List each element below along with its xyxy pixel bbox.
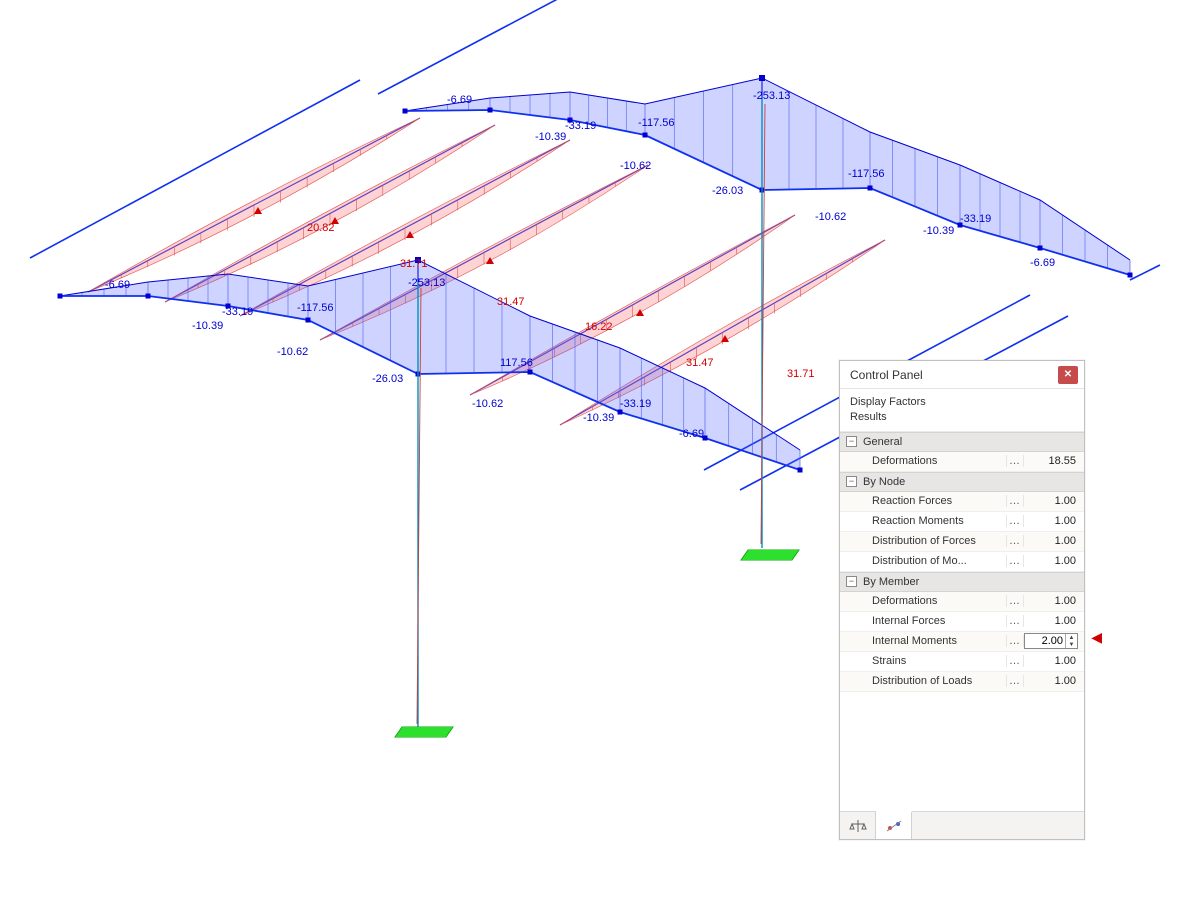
factor-value: 1.00 (1024, 675, 1078, 687)
moment-value-label: -10.62 (277, 346, 308, 358)
moment-value-label: -10.62 (472, 398, 503, 410)
tab-factors-icon[interactable] (876, 811, 912, 839)
moment-value-label: -117.56 (848, 168, 885, 180)
factor-value: 1.00 (1024, 595, 1078, 607)
section-title: General (863, 436, 902, 448)
panel-subtitle: Display Factors Results (840, 389, 1084, 432)
factor-label: Distribution of Forces (868, 535, 1006, 547)
panel-body: −GeneralDeformations…18.55−By NodeReacti… (840, 432, 1084, 811)
factor-label: Reaction Moments (868, 515, 1006, 527)
ellipsis-cell: … (1006, 595, 1024, 607)
moment-value-label: -117.56 (297, 302, 334, 314)
section-header[interactable]: −General (840, 432, 1084, 452)
factor-label: Deformations (868, 595, 1006, 607)
factor-label: Strains (868, 655, 1006, 667)
moment-value-label: -33.19 (960, 213, 991, 225)
moment-value-label: -6.69 (105, 279, 130, 291)
moment-value-label: -10.39 (192, 320, 223, 332)
factor-label: Internal Forces (868, 615, 1006, 627)
factor-label: Deformations (868, 455, 1006, 467)
factor-label: Internal Moments (868, 635, 1006, 647)
collapse-toggle-icon[interactable]: − (846, 476, 857, 487)
moment-value-label: -117.56 (638, 117, 675, 129)
moment-value-label: -253.13 (753, 90, 790, 102)
moment-value-label: -33.19 (565, 120, 596, 132)
factor-row[interactable]: Distribution of Mo...…1.00 (840, 552, 1084, 572)
ellipsis-cell: … (1006, 555, 1024, 567)
moment-value-label: 31.47 (497, 296, 525, 308)
ellipsis-cell: … (1006, 655, 1024, 667)
section-title: By Node (863, 476, 905, 488)
factor-label: Distribution of Mo... (868, 555, 1006, 567)
moment-value-label: -33.19 (620, 398, 651, 410)
moment-value-label: -10.39 (535, 131, 566, 143)
factor-label: Reaction Forces (868, 495, 1006, 507)
moment-value-label: -33.19 (222, 306, 253, 318)
section-header[interactable]: −By Node (840, 472, 1084, 492)
moment-value-label: 31.47 (686, 357, 714, 369)
panel-title: Control Panel (850, 368, 923, 382)
moment-value-label: 16.22 (585, 321, 613, 333)
moment-value-label: -6.69 (679, 428, 704, 440)
factor-row[interactable]: Deformations…18.55 (840, 452, 1084, 472)
close-button[interactable]: ✕ (1058, 366, 1078, 384)
support-pad (394, 727, 454, 738)
callout-arrow-icon: ◀ (1091, 629, 1102, 646)
panel-titlebar[interactable]: Control Panel ✕ (840, 361, 1084, 389)
ellipsis-cell: … (1006, 455, 1024, 467)
factor-row[interactable]: Strains…1.00 (840, 652, 1084, 672)
moment-value-label: 31.71 (787, 368, 815, 380)
tab-scales-icon[interactable] (840, 812, 876, 839)
factor-value: 1.00 (1024, 655, 1078, 667)
factor-value: 18.55 (1024, 455, 1078, 467)
ellipsis-cell: … (1006, 635, 1024, 647)
factor-row[interactable]: Internal Moments…2.00▲▼ (840, 632, 1084, 652)
factor-row[interactable]: Distribution of Forces…1.00 (840, 532, 1084, 552)
moment-value-label: -10.39 (923, 225, 954, 237)
moment-value-label: -26.03 (372, 373, 403, 385)
ellipsis-cell: … (1006, 675, 1024, 687)
factor-value: 1.00 (1024, 515, 1078, 527)
moment-value-label: -10.62 (620, 160, 651, 172)
moment-value-label: -253.13 (408, 277, 445, 289)
ellipsis-cell: … (1006, 535, 1024, 547)
moment-value-label: -26.03 (712, 185, 743, 197)
moment-value-label: -6.69 (1030, 257, 1055, 269)
moment-value-label: -6.69 (447, 94, 472, 106)
spinner-up-icon[interactable]: ▲ (1066, 634, 1077, 641)
ellipsis-cell: … (1006, 615, 1024, 627)
factor-row[interactable]: Reaction Moments…1.00 (840, 512, 1084, 532)
control-panel: Control Panel ✕ Display Factors Results … (839, 360, 1085, 840)
factor-value: 1.00 (1024, 535, 1078, 547)
collapse-toggle-icon[interactable]: − (846, 576, 857, 587)
section-header[interactable]: −By Member (840, 572, 1084, 592)
ellipsis-cell: … (1006, 495, 1024, 507)
factor-row[interactable]: Distribution of Loads…1.00 (840, 672, 1084, 692)
factor-value: 1.00 (1024, 495, 1078, 507)
moment-value-label: -10.39 (583, 412, 614, 424)
moment-value-label: 31.71 (400, 258, 428, 270)
factor-label: Distribution of Loads (868, 675, 1006, 687)
factor-row[interactable]: Deformations…1.00 (840, 592, 1084, 612)
factor-value: 1.00 (1024, 555, 1078, 567)
collapse-toggle-icon[interactable]: − (846, 436, 857, 447)
moment-value-label: 20.82 (307, 222, 335, 234)
factor-row[interactable]: Internal Forces…1.00 (840, 612, 1084, 632)
spinner-down-icon[interactable]: ▼ (1066, 641, 1077, 648)
moment-value-label: -10.62 (815, 211, 846, 223)
panel-footer (840, 811, 1084, 839)
factor-value: 1.00 (1024, 615, 1078, 627)
ellipsis-cell: … (1006, 515, 1024, 527)
section-title: By Member (863, 576, 919, 588)
moment-value-label: 117.56 (500, 357, 533, 369)
factor-spinner[interactable]: 2.00▲▼ (1024, 633, 1078, 649)
support-pad (740, 550, 800, 561)
factor-row[interactable]: Reaction Forces…1.00 (840, 492, 1084, 512)
